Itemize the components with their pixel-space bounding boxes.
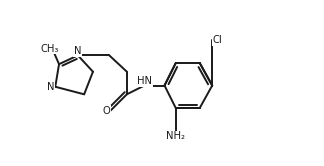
Text: Cl: Cl	[213, 35, 223, 45]
Text: HN: HN	[137, 76, 152, 86]
Text: N: N	[47, 82, 54, 92]
Text: NH₂: NH₂	[166, 131, 185, 141]
Text: CH₃: CH₃	[40, 44, 59, 54]
Text: O: O	[102, 106, 110, 116]
Text: N: N	[74, 46, 82, 56]
